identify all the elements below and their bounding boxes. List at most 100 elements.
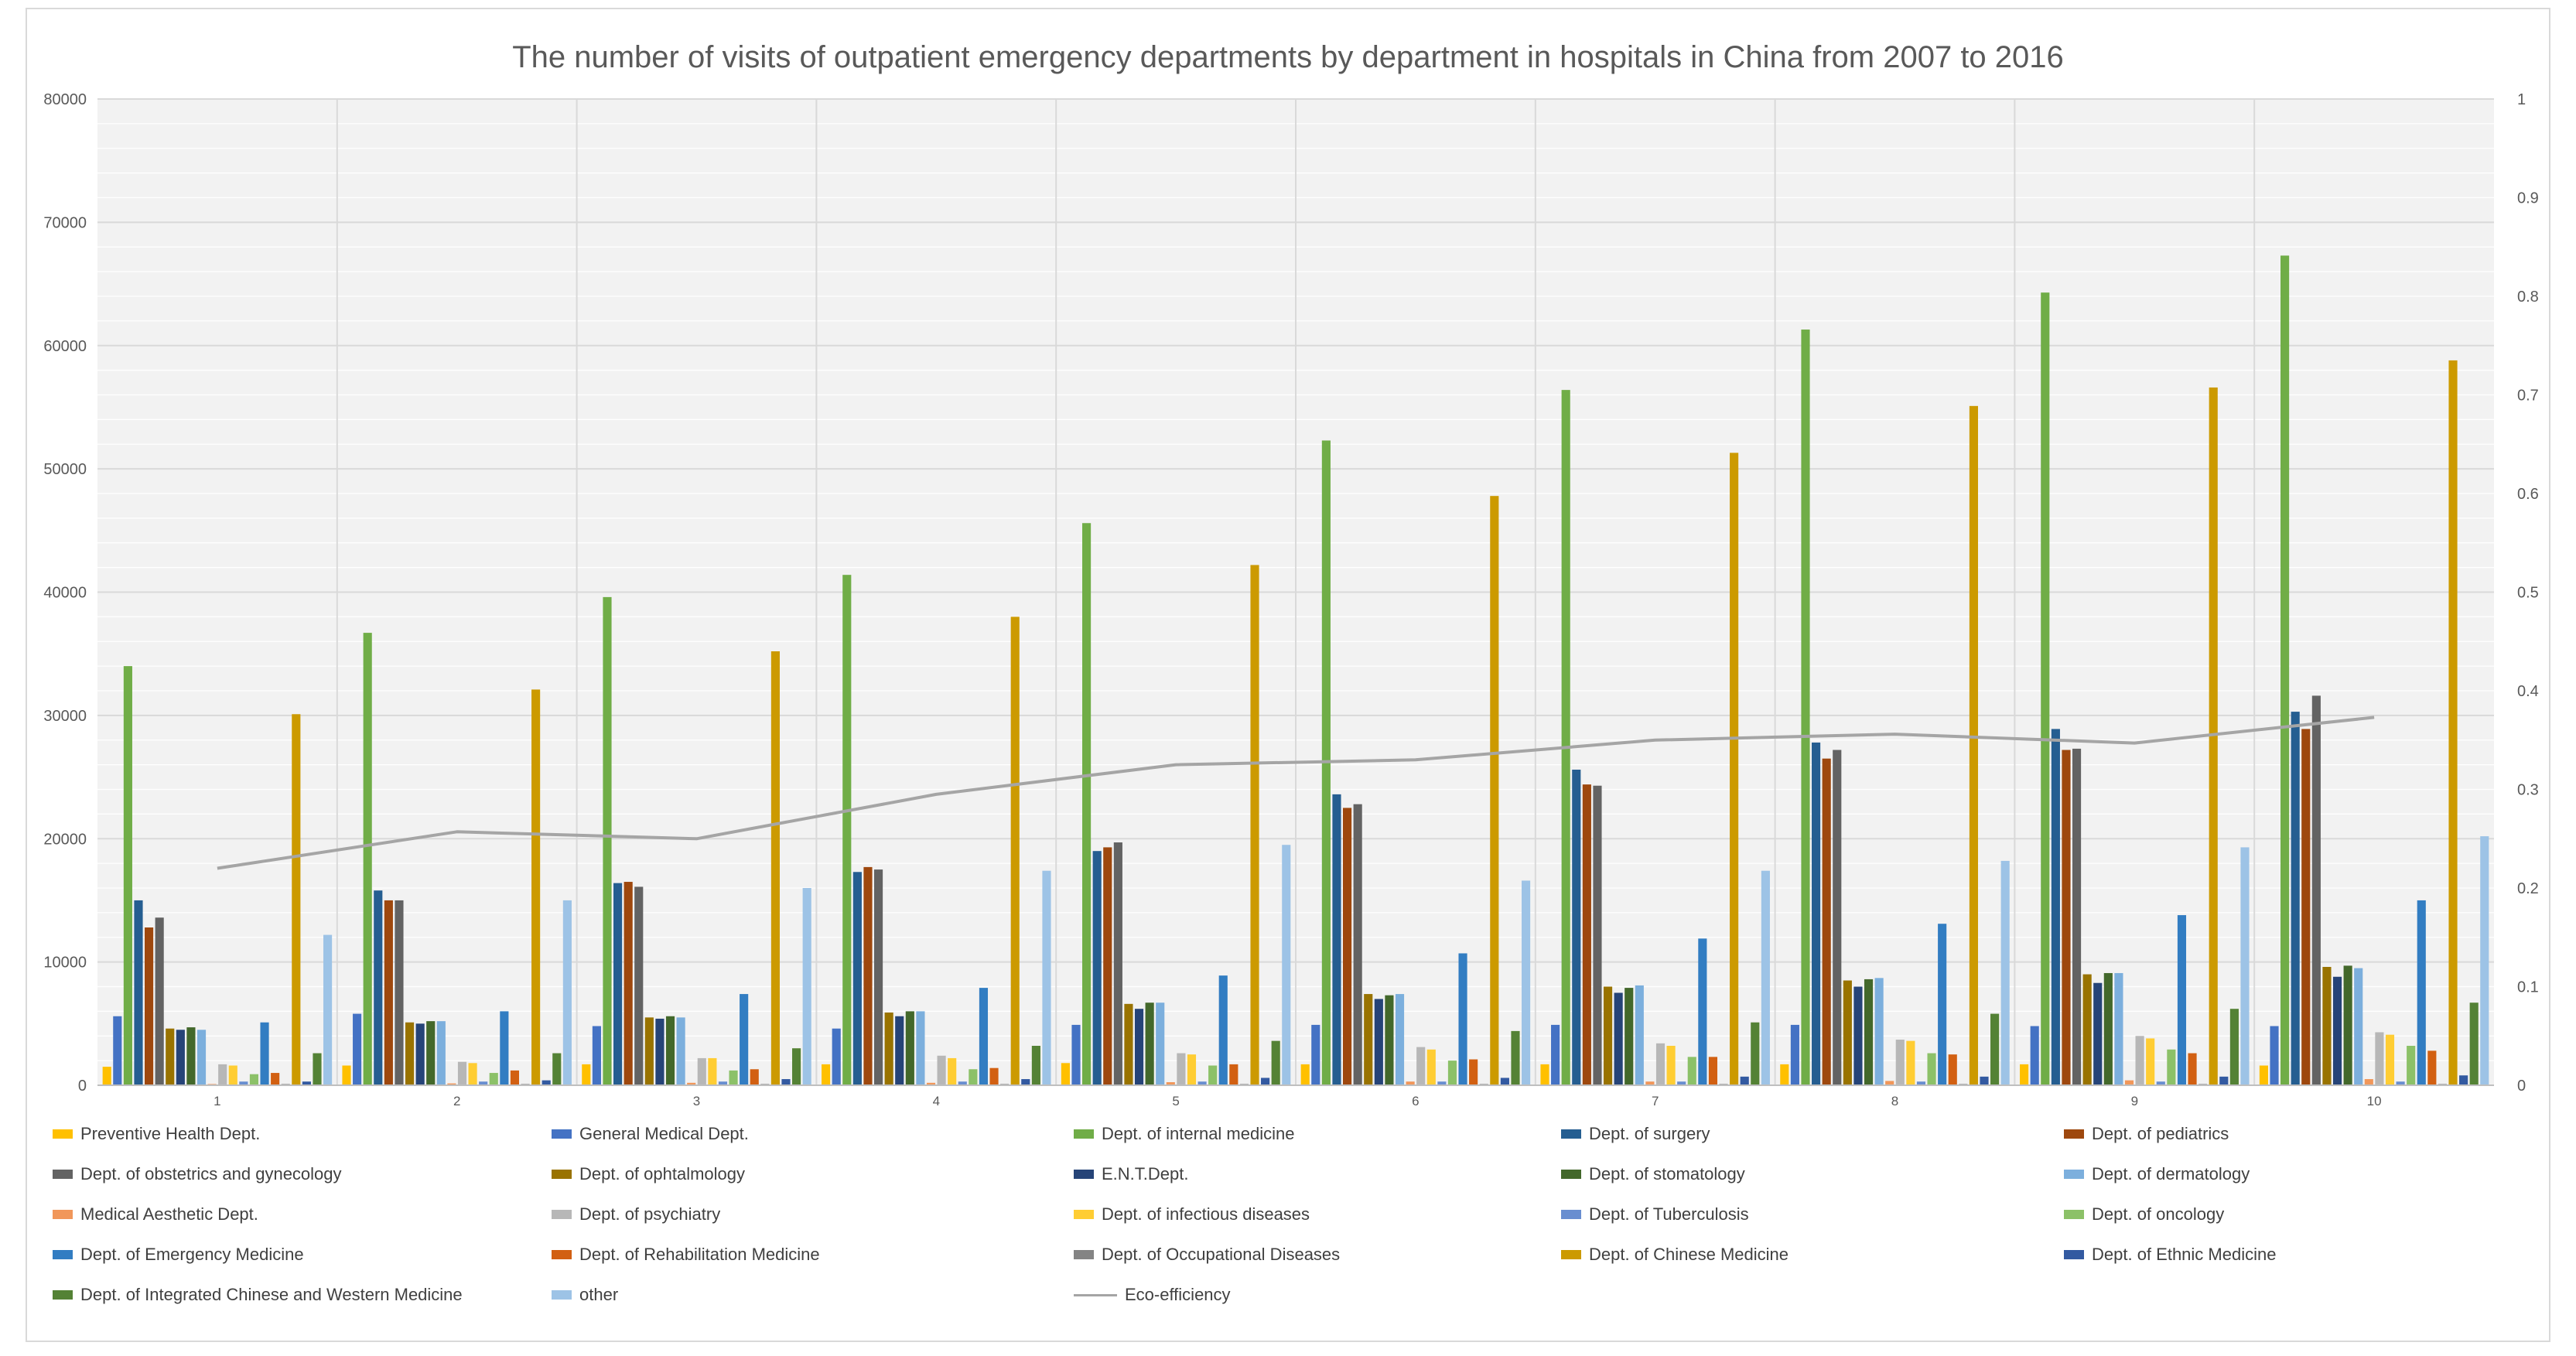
legend-label: Dept. of infectious diseases [1102, 1204, 1310, 1224]
bar [2177, 915, 2187, 1085]
bar [863, 866, 873, 1085]
bar [1561, 390, 1570, 1086]
bar [937, 1055, 946, 1085]
legend-label: Medical Aesthetic Dept. [80, 1204, 258, 1224]
legend-swatch [53, 1250, 73, 1259]
bar [2167, 1049, 2176, 1085]
legend-label: Dept. of ophtalmology [579, 1164, 746, 1184]
bar [1895, 1040, 1905, 1085]
bar [852, 872, 862, 1085]
legend-item: Dept. of psychiatry [552, 1197, 720, 1231]
bar [1853, 986, 1863, 1085]
bar [2291, 712, 2300, 1085]
bar [1031, 1046, 1040, 1085]
bar [113, 1016, 122, 1085]
bar [1551, 1024, 1560, 1085]
x-tick-label: 9 [2131, 1094, 2138, 1108]
legend-swatch [2064, 1250, 2084, 1259]
bar [562, 900, 572, 1085]
bar [1156, 1002, 1165, 1085]
bar [822, 1064, 831, 1085]
legend-item: Dept. of obstetrics and gynecology [53, 1157, 342, 1191]
legend-label: Dept. of Rehabilitation Medicine [579, 1245, 820, 1264]
bar [1166, 1082, 1175, 1085]
bar [2051, 729, 2060, 1085]
bar [2114, 972, 2123, 1085]
bar [2343, 965, 2352, 1085]
bar [1353, 804, 1362, 1086]
bar [2469, 1002, 2479, 1085]
bar [1208, 1065, 1218, 1085]
bar [415, 1023, 425, 1085]
bar [2156, 1081, 2165, 1085]
bar [2364, 1079, 2373, 1085]
bar [292, 714, 301, 1085]
legend-swatch [1074, 1293, 1117, 1296]
bar [2480, 836, 2489, 1085]
y2-tick-label: 0.4 [2517, 683, 2539, 700]
bar [2385, 1034, 2395, 1085]
bar [1687, 1057, 1696, 1085]
bar [542, 1080, 551, 1086]
bar [313, 1053, 322, 1085]
bar [1229, 1064, 1238, 1085]
legend-label: Dept. of Ethnic Medicine [2092, 1245, 2277, 1264]
y2-tick-label: 0.6 [2517, 486, 2539, 503]
legend-swatch [53, 1210, 73, 1219]
bar [552, 1053, 562, 1085]
bar [2093, 982, 2103, 1085]
x-tick-label: 5 [1172, 1094, 1179, 1108]
bar [1343, 808, 1352, 1085]
legend-swatch [552, 1210, 572, 1219]
bar [750, 1069, 759, 1085]
legend-item: Dept. of Rehabilitation Medicine [552, 1238, 820, 1272]
bar [1447, 1061, 1457, 1086]
bar [1677, 1081, 1686, 1085]
legend-item: Dept. of Emergency Medicine [53, 1238, 304, 1272]
bar [395, 900, 404, 1085]
legend-swatch [1561, 1210, 1581, 1219]
y-tick-label: 80000 [43, 91, 87, 108]
bar [989, 1067, 999, 1085]
legend-item: Dept. of Integrated Chinese and Western … [53, 1278, 463, 1312]
bar [2229, 1009, 2239, 1085]
bar [1698, 938, 1707, 1085]
bar [2270, 1026, 2279, 1085]
bar [1761, 870, 1770, 1085]
bar [102, 1067, 111, 1085]
legend-label: Dept. of Tuberculosis [1589, 1204, 1749, 1224]
bar [613, 883, 623, 1086]
x-tick-label: 8 [1891, 1094, 1898, 1108]
y2-tick-label: 0.9 [2517, 190, 2539, 207]
bar [249, 1074, 259, 1085]
bar [353, 1013, 362, 1085]
y-tick-label: 10000 [43, 955, 87, 972]
bar [1625, 988, 1634, 1085]
bar [123, 666, 132, 1086]
bar [2240, 847, 2250, 1085]
legend-swatch [2064, 1129, 2084, 1139]
legend-item: Preventive Health Dept. [53, 1117, 260, 1151]
y-tick-label: 20000 [43, 831, 87, 848]
bar [1177, 1053, 1186, 1085]
bar [489, 1073, 498, 1085]
bar [2301, 729, 2311, 1085]
x-tick-label: 6 [1412, 1094, 1419, 1108]
bar [531, 689, 541, 1085]
y-tick-label: 0 [78, 1078, 87, 1095]
bar [1522, 880, 1531, 1085]
y-tick-label: 50000 [43, 461, 87, 478]
bar [1572, 770, 1581, 1085]
bar [500, 1011, 509, 1086]
bar [384, 900, 393, 1085]
bar [1790, 1024, 1799, 1085]
bar [2459, 1075, 2468, 1085]
bar [802, 888, 811, 1085]
bar [323, 934, 333, 1085]
bar [1406, 1081, 1415, 1085]
bar [2030, 1026, 2039, 1085]
bar [1708, 1057, 1718, 1085]
legend-swatch [53, 1129, 73, 1139]
y2-tick-label: 0 [2517, 1078, 2526, 1095]
bar [2135, 1036, 2144, 1085]
